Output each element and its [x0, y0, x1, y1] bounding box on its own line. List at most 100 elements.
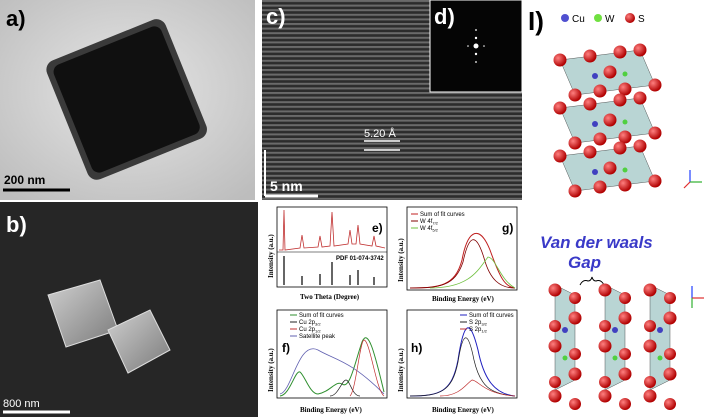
sulfur-atom: [613, 141, 627, 155]
panel-a-g: [46, 19, 207, 180]
legend-entry: W 4f5/2: [420, 226, 439, 233]
panel-h-path: [409, 327, 516, 397]
sulfur-atom: [583, 145, 597, 159]
panel-b-polygon: [107, 309, 171, 374]
panel-h-rect: [406, 309, 518, 399]
sulfur-atom: [568, 88, 582, 102]
copper-atom: [657, 327, 663, 333]
panel-I-circle: [594, 14, 602, 22]
tungsten-atom: [612, 355, 618, 361]
y-axis-label: Intensity (a.u.): [397, 348, 405, 392]
crystal-structure: [548, 43, 677, 410]
sulfur-atom: [648, 78, 662, 92]
sulfur-atom: [643, 339, 657, 353]
panel-I-path: [579, 276, 605, 286]
legend-entry: S 2p1/2: [469, 327, 488, 334]
sulfur-atom: [583, 49, 597, 63]
scale-bar-label: 200 nm: [4, 173, 45, 187]
sulfur-atom: [548, 339, 562, 353]
sulfur-atom: [553, 53, 567, 67]
axes-indicator-line: [683, 181, 691, 189]
sulfur-atom: [618, 130, 632, 144]
panel-label: c): [266, 4, 286, 29]
sulfur-atom: [583, 97, 597, 111]
sulfur-atom: [598, 339, 612, 353]
sulfur-atom: [619, 348, 631, 360]
legend: Sum of fit curves W 4f7/2 W 4f5/2: [411, 212, 465, 233]
panel-d-g-circle: [474, 36, 478, 40]
legend-entry: S: [638, 14, 645, 25]
sulfur-atom: [568, 184, 582, 198]
tungsten-atom: [622, 71, 628, 77]
legend-entry: Cu 2p3/2: [299, 320, 321, 327]
legend-sub: 1/2: [315, 329, 321, 334]
sulfur-atom: [633, 43, 647, 57]
sulfur-atom: [569, 292, 581, 304]
panel-f-rect: [276, 309, 388, 399]
panel-g-path: [429, 256, 516, 289]
panel-label: f): [282, 341, 290, 355]
panel-b-rect: [0, 202, 258, 417]
legend-text: S 2p: [469, 327, 482, 333]
legend-entry: Sum of fit curves: [469, 313, 514, 319]
panel-label: h): [411, 341, 422, 355]
sulfur-atom: [619, 398, 631, 410]
panel-e-g: [283, 256, 375, 285]
sulfur-atom: [663, 367, 677, 381]
panel-d-g-circle: [483, 45, 485, 47]
legend-entry: W: [605, 14, 615, 25]
panel-d: d): [429, 0, 523, 93]
legend: Sum of fit curves Cu 2p3/2 Cu 2p1/2 Sate…: [290, 313, 344, 340]
panel-I: I) Cu W S Van der waals Gap: [528, 6, 704, 410]
y-axis-label: Intensity (a.u.): [397, 238, 405, 282]
sulfur-atom: [618, 178, 632, 192]
legend-text: S 2p: [469, 320, 482, 326]
sulfur-atom: [569, 398, 581, 410]
panel-d-g-circle: [475, 29, 477, 31]
panel-e-path: [279, 209, 386, 251]
legend-text: Sum of fit curves: [299, 313, 344, 319]
panel-h: Sum of fit curves S 2p3/2 S 2p1/2 Intens…: [392, 307, 522, 417]
sulfur-atom: [549, 376, 561, 388]
sulfur-atom: [603, 161, 617, 175]
legend-text: W 4f: [420, 219, 433, 225]
sulfur-atom: [613, 45, 627, 59]
spacing-label: 5.20 Å: [364, 127, 396, 140]
scale-bar-label: 5 nm: [270, 178, 303, 194]
y-axis-label: Intensity (a.u.): [267, 234, 275, 278]
panel-h-path: [439, 379, 516, 397]
sulfur-atom: [603, 113, 617, 127]
x-axis-label: Binding Energy (eV): [300, 406, 363, 414]
sulfur-atom: [643, 283, 657, 297]
legend-text: Sum of fit curves: [420, 212, 465, 218]
legend-sub: 1/2: [481, 329, 487, 334]
panel-I-circle: [625, 13, 635, 23]
reference-label: PDF 01-074-3742: [336, 256, 384, 262]
panel-g-path: [409, 239, 516, 289]
legend-entry: Sum of fit curves: [299, 313, 344, 319]
sulfur-atom: [633, 139, 647, 153]
panel-f-path: [279, 348, 385, 395]
panel-label: d): [434, 4, 455, 29]
panel-h-path: [409, 337, 516, 397]
legend-sub: 5/2: [432, 228, 438, 233]
panel-f-path: [329, 379, 361, 397]
y-axis-label: Intensity (a.u.): [267, 348, 275, 392]
panel-e: PDF 01-074-3742 Intensity (a.u.) Two The…: [262, 203, 392, 305]
sulfur-atom: [549, 320, 561, 332]
sulfur-atom: [569, 348, 581, 360]
sulfur-atom: [603, 65, 617, 79]
sulfur-atom: [599, 320, 611, 332]
copper-atom: [592, 121, 598, 127]
x-axis-label: Binding Energy (eV): [432, 295, 495, 303]
panel-g: Sum of fit curves W 4f7/2 W 4f5/2 Intens…: [392, 203, 522, 305]
sulfur-atom: [618, 311, 632, 325]
panel-d-g-circle: [474, 52, 478, 56]
legend: Sum of fit curves S 2p3/2 S 2p1/2: [460, 313, 514, 334]
panel-f-path: [279, 337, 385, 397]
panel-d-g: [467, 29, 485, 63]
panel-I-circle: [561, 14, 569, 22]
sulfur-atom: [553, 149, 567, 163]
sulfur-atom: [648, 126, 662, 140]
